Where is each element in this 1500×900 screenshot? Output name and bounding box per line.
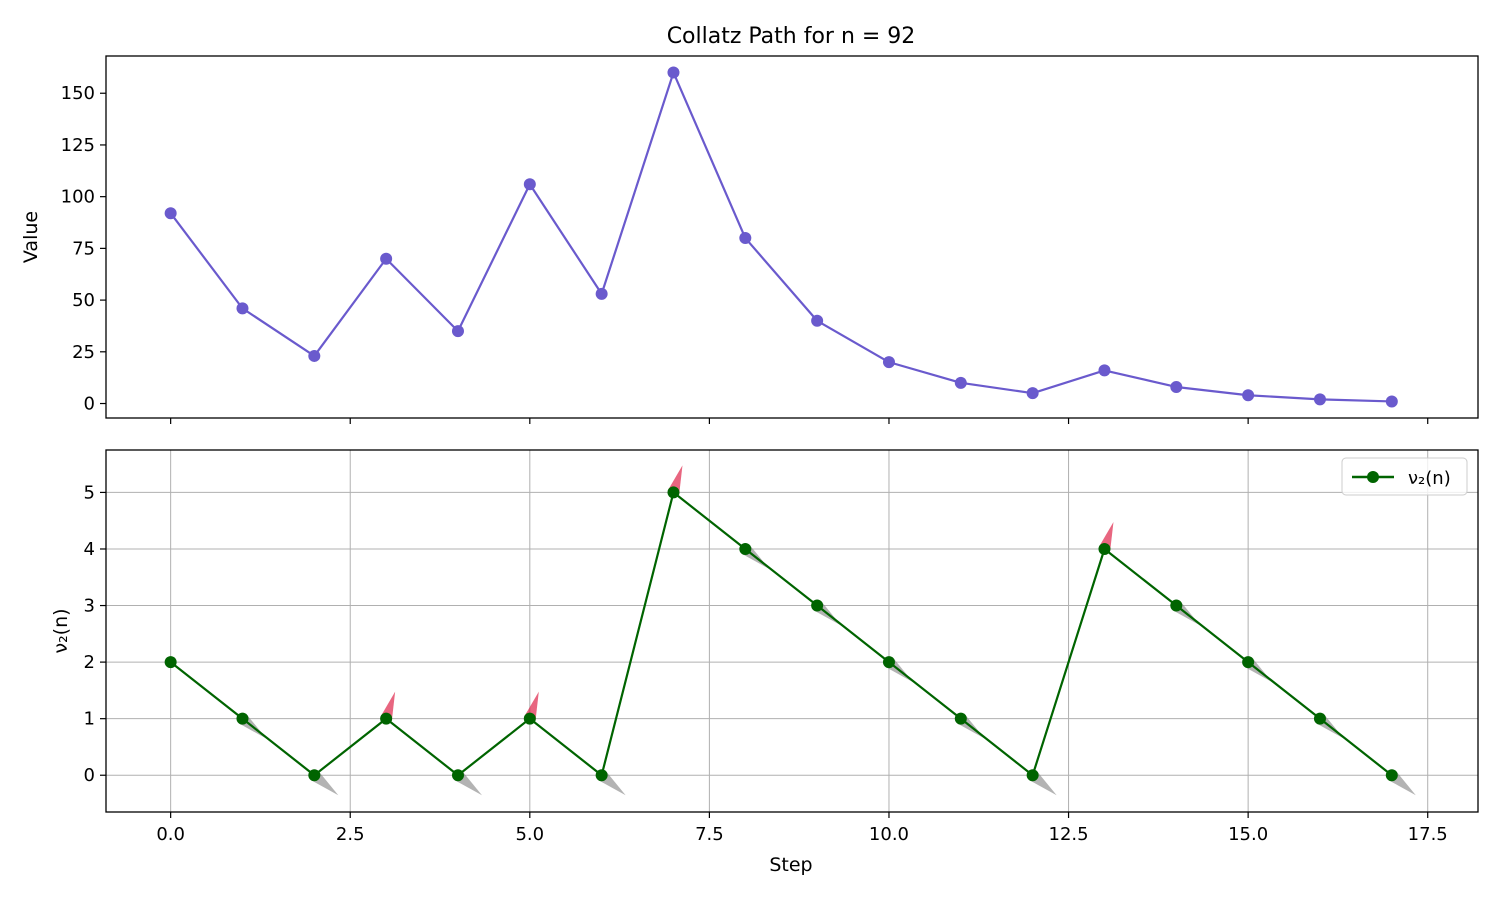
- bottom-axes-frame: [105, 449, 1479, 813]
- top-data-point: [739, 232, 752, 245]
- bottom-data-point: [1385, 769, 1398, 782]
- bottom-data-point: [1026, 769, 1039, 782]
- bottom-data-point: [954, 712, 967, 725]
- top-data-point: [1242, 389, 1255, 402]
- bottom-x-tick-label: 15.0: [1228, 824, 1268, 845]
- bottom-x-tick-label: 12.5: [1049, 824, 1089, 845]
- top-plot-area: 0 25 50 75 100 125 150: [61, 55, 1479, 424]
- bottom-data-point: [667, 486, 680, 499]
- top-y-tick-label: 25: [72, 342, 95, 363]
- bottom-y-tick-label: 4: [84, 539, 95, 560]
- top-series-line: [169, 71, 1392, 403]
- top-y-tick-label: 125: [61, 135, 95, 156]
- chart-title: Collatz Path for n = 92: [667, 24, 916, 49]
- top-data-point: [523, 178, 536, 191]
- bottom-series-line: [169, 491, 1393, 777]
- top-data-point: [1170, 380, 1183, 393]
- bottom-x-tick-label: 0.0: [156, 824, 185, 845]
- bottom-data-point: [308, 769, 321, 782]
- bottom-y-axis-label: ν₂(n): [50, 608, 72, 653]
- bottom-data-point: [1242, 656, 1255, 669]
- top-data-point: [1098, 364, 1111, 377]
- bottom-x-tick-label: 2.5: [336, 824, 365, 845]
- bottom-y-tick-label: 0: [84, 765, 95, 786]
- bottom-data-point: [1098, 542, 1111, 555]
- top-data-point: [667, 66, 680, 79]
- bottom-data-point: [595, 769, 608, 782]
- top-data-point: [236, 302, 249, 315]
- top-y-tick-label: 0: [84, 394, 95, 415]
- top-data-point: [1313, 393, 1326, 406]
- bottom-x-tick-label: 5.0: [515, 824, 544, 845]
- bottom-data-point: [1170, 599, 1183, 612]
- top-data-point: [811, 314, 824, 327]
- top-data-point: [380, 252, 393, 265]
- bottom-y-tick-label: 2: [84, 652, 95, 673]
- top-data-point: [451, 325, 464, 338]
- bottom-y-tick-label: 3: [84, 596, 95, 617]
- bottom-data-point: [236, 712, 249, 725]
- top-y-tick-label: 100: [61, 187, 95, 208]
- bottom-data-point: [523, 712, 536, 725]
- top-data-point: [1026, 387, 1039, 400]
- legend-marker-swatch: [1367, 471, 1379, 483]
- bottom-data-point: [739, 542, 752, 555]
- bottom-y-tick-label: 5: [84, 482, 95, 503]
- bottom-y-tick-label: 1: [84, 709, 95, 730]
- top-data-point: [882, 356, 895, 369]
- top-data-point: [164, 207, 177, 220]
- top-axes-frame: [105, 55, 1479, 419]
- top-data-point: [595, 287, 608, 300]
- top-data-point: [308, 349, 321, 362]
- top-y-tick-label: 50: [72, 290, 95, 311]
- legend-label: ν₂(n): [1408, 468, 1451, 489]
- legend-box: [1341, 457, 1468, 496]
- legend: ν₂(n): [1341, 457, 1468, 496]
- top-data-point: [954, 376, 967, 389]
- bottom-data-point: [164, 656, 177, 669]
- top-y-tick-label: 75: [72, 238, 95, 259]
- bottom-data-point: [811, 599, 824, 612]
- bottom-data-point: [882, 656, 895, 669]
- bottom-x-tick-label: 7.5: [695, 824, 724, 845]
- bottom-data-point: [451, 769, 464, 782]
- top-data-point: [1385, 395, 1398, 408]
- top-y-tick-label: 150: [61, 83, 95, 104]
- bottom-data-point: [1313, 712, 1326, 725]
- bottom-data-point: [380, 712, 393, 725]
- bottom-x-tick-label: 17.5: [1408, 824, 1448, 845]
- x-axis-label: Step: [769, 854, 812, 876]
- bottom-x-tick-label: 10.0: [869, 824, 909, 845]
- bottom-plot-area: 0 1 2 3 4 5 0.0 2.5 5.0 7.5 10.0 12.5 15.0 17.5: [84, 449, 1479, 845]
- top-y-axis-label: Value: [20, 211, 42, 263]
